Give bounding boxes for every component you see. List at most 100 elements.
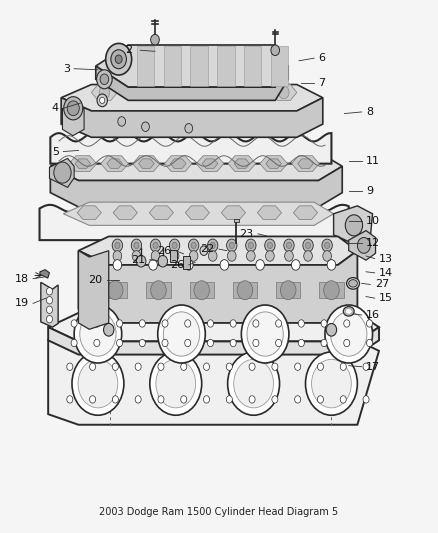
Polygon shape xyxy=(271,85,297,100)
Circle shape xyxy=(184,260,193,270)
Text: 2003 Dodge Ram 1500 Cylinder Head Diagram 5: 2003 Dodge Ram 1500 Cylinder Head Diagra… xyxy=(99,507,339,517)
Circle shape xyxy=(272,395,278,403)
Circle shape xyxy=(185,340,191,346)
Circle shape xyxy=(158,305,205,363)
Circle shape xyxy=(340,363,346,370)
Circle shape xyxy=(118,117,126,126)
Circle shape xyxy=(97,94,107,107)
Circle shape xyxy=(131,239,141,252)
Circle shape xyxy=(170,251,179,261)
Circle shape xyxy=(267,242,272,248)
Polygon shape xyxy=(96,66,288,100)
Circle shape xyxy=(97,70,112,89)
Circle shape xyxy=(276,320,282,327)
Circle shape xyxy=(344,320,350,327)
Circle shape xyxy=(345,215,363,236)
Circle shape xyxy=(136,255,146,267)
Circle shape xyxy=(139,340,145,346)
Circle shape xyxy=(247,251,255,261)
Polygon shape xyxy=(221,206,246,220)
Polygon shape xyxy=(266,159,282,168)
Text: 22: 22 xyxy=(201,244,215,254)
Text: 23: 23 xyxy=(240,229,254,239)
Circle shape xyxy=(200,246,208,255)
Circle shape xyxy=(331,312,367,356)
Circle shape xyxy=(367,340,372,346)
Polygon shape xyxy=(191,46,208,86)
Text: 17: 17 xyxy=(366,362,380,372)
Polygon shape xyxy=(196,156,224,172)
Text: 26: 26 xyxy=(170,260,184,270)
Circle shape xyxy=(191,242,196,248)
Circle shape xyxy=(220,260,229,270)
Text: 11: 11 xyxy=(366,156,380,166)
Circle shape xyxy=(363,363,369,370)
Circle shape xyxy=(229,242,234,248)
Polygon shape xyxy=(164,156,192,172)
Ellipse shape xyxy=(343,306,354,316)
Circle shape xyxy=(141,122,149,132)
Circle shape xyxy=(151,251,160,261)
Circle shape xyxy=(321,320,327,327)
Polygon shape xyxy=(103,282,127,298)
Circle shape xyxy=(100,74,109,85)
Circle shape xyxy=(226,395,232,403)
Polygon shape xyxy=(48,327,379,354)
Ellipse shape xyxy=(349,280,357,287)
Circle shape xyxy=(241,305,289,363)
Polygon shape xyxy=(78,251,109,329)
Polygon shape xyxy=(276,282,300,298)
Circle shape xyxy=(322,239,332,252)
Circle shape xyxy=(139,320,145,327)
Circle shape xyxy=(185,320,191,327)
Circle shape xyxy=(265,251,274,261)
Circle shape xyxy=(134,242,139,248)
Text: 3: 3 xyxy=(63,64,70,74)
Polygon shape xyxy=(170,159,186,168)
Text: 6: 6 xyxy=(318,53,325,63)
Polygon shape xyxy=(75,159,91,168)
Polygon shape xyxy=(77,206,101,220)
Circle shape xyxy=(321,340,327,346)
Circle shape xyxy=(135,395,141,403)
Polygon shape xyxy=(185,206,209,220)
Circle shape xyxy=(67,363,73,370)
Circle shape xyxy=(237,281,253,300)
Circle shape xyxy=(107,281,123,300)
Polygon shape xyxy=(258,206,282,220)
Polygon shape xyxy=(39,205,349,240)
Circle shape xyxy=(325,242,330,248)
Text: 21: 21 xyxy=(131,255,145,265)
Circle shape xyxy=(136,86,146,99)
Polygon shape xyxy=(128,85,154,100)
Circle shape xyxy=(285,251,293,261)
Circle shape xyxy=(324,281,339,300)
Circle shape xyxy=(303,239,313,252)
Circle shape xyxy=(295,363,301,370)
Circle shape xyxy=(156,359,196,408)
Text: 10: 10 xyxy=(366,216,380,225)
Polygon shape xyxy=(133,156,160,172)
Circle shape xyxy=(234,359,273,408)
Circle shape xyxy=(357,238,371,253)
Circle shape xyxy=(46,306,53,313)
Circle shape xyxy=(246,239,256,252)
Polygon shape xyxy=(137,46,154,86)
Circle shape xyxy=(249,363,255,370)
Circle shape xyxy=(284,239,294,252)
Circle shape xyxy=(94,340,100,346)
Polygon shape xyxy=(202,85,228,100)
Circle shape xyxy=(256,260,265,270)
Circle shape xyxy=(230,320,236,327)
Circle shape xyxy=(151,281,166,300)
Circle shape xyxy=(111,50,127,69)
Text: 12: 12 xyxy=(366,238,380,248)
Circle shape xyxy=(367,320,372,327)
Circle shape xyxy=(115,55,122,63)
Circle shape xyxy=(265,239,275,252)
Circle shape xyxy=(305,242,311,248)
Circle shape xyxy=(103,324,114,336)
Circle shape xyxy=(228,352,279,415)
Text: 15: 15 xyxy=(379,293,393,303)
Circle shape xyxy=(162,320,168,327)
